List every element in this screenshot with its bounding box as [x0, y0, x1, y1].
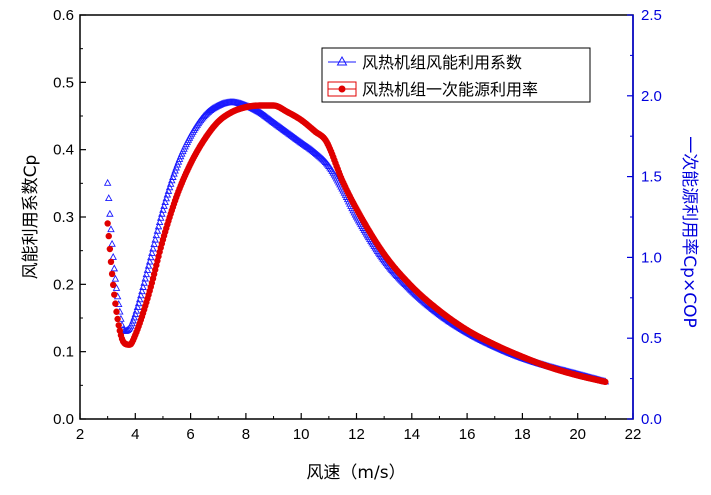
y2-tick-label: 1.0	[641, 249, 662, 266]
x-tick-label: 14	[403, 426, 420, 443]
data-point	[103, 178, 112, 186]
data-point	[132, 306, 141, 314]
data-point	[164, 186, 173, 194]
data-point	[150, 240, 158, 248]
data-point	[154, 222, 163, 230]
y-tick-label: 0.5	[53, 74, 74, 91]
data-point	[139, 283, 147, 290]
data-point	[109, 281, 117, 289]
legend-entry-primary: 风热机组一次能源利用率	[327, 80, 538, 99]
y-tick-label: 0.1	[53, 344, 74, 361]
data-point	[130, 313, 138, 321]
x-tick-label: 18	[514, 426, 531, 443]
data-point	[149, 244, 157, 252]
legend-entry-cp: 风热机组风能利用系数	[328, 53, 522, 72]
x-tick-label: 2	[76, 426, 84, 443]
y2-tick-labels: 0.0 0.5 1.0 1.5 2.0 2.5	[641, 7, 662, 428]
data-point	[133, 303, 142, 310]
data-point	[106, 209, 114, 217]
data-point	[168, 176, 176, 184]
y2-tick-label: 2.5	[641, 7, 662, 24]
data-point	[143, 266, 152, 273]
y-tick-label: 0.3	[53, 209, 74, 226]
data-point	[113, 308, 120, 315]
data-point	[160, 201, 168, 209]
data-point	[151, 235, 159, 243]
data-point	[135, 295, 144, 303]
data-point	[142, 270, 151, 278]
data-point	[153, 226, 162, 234]
x-tick-label: 6	[186, 426, 194, 443]
data-point	[131, 310, 140, 318]
y-tick-labels: 0.0 0.1 0.2 0.3 0.4 0.5 0.6	[53, 7, 74, 428]
data-point	[137, 291, 145, 299]
x-tick-labels: 2 4 6 8 10 12 14 16 18 20 22	[76, 426, 642, 443]
x-tick-label: 12	[348, 426, 365, 443]
x-tick-label: 22	[625, 426, 642, 443]
legend-box	[321, 47, 591, 103]
data-point	[112, 300, 119, 307]
data-point	[158, 209, 166, 217]
legend-label-cp: 风热机组风能利用系数	[362, 53, 522, 72]
y-axis-title: 风能利用系数Cp	[21, 155, 41, 280]
data-point	[134, 299, 143, 307]
data-point	[104, 194, 113, 202]
data-point	[110, 264, 119, 272]
data-point	[140, 278, 148, 286]
y2-tick-label: 0.0	[641, 411, 662, 428]
data-point	[152, 231, 161, 239]
data-point	[108, 270, 116, 278]
legend-marker-circle-icon	[338, 85, 346, 93]
data-point	[106, 245, 114, 253]
data-point	[105, 232, 112, 240]
data-point	[141, 274, 150, 282]
data-point	[165, 183, 174, 191]
data-point	[112, 283, 121, 291]
data-point	[111, 291, 118, 298]
data-point	[138, 287, 146, 295]
x-tick-label: 10	[293, 426, 310, 443]
data-point	[144, 261, 153, 269]
x-tick-label: 16	[459, 426, 476, 443]
data-point	[104, 220, 111, 227]
data-point	[145, 257, 154, 265]
y-tick-label: 0.0	[53, 411, 74, 428]
series-cp-points	[103, 98, 610, 385]
x-tick-label: 20	[569, 426, 586, 443]
y2-tick-label: 1.5	[641, 169, 662, 186]
data-point	[108, 239, 116, 247]
data-point	[166, 179, 175, 187]
y-tick-label: 0.4	[53, 142, 74, 159]
y2-tick-label: 0.5	[641, 330, 662, 347]
data-point	[147, 253, 155, 261]
data-point	[602, 378, 609, 386]
legend-marker-triangle-icon	[336, 55, 348, 66]
y2-tick-label: 2.0	[641, 88, 662, 105]
x-axis-title: 风速（m/s）	[306, 463, 405, 483]
series-primary-energy-points	[104, 102, 609, 386]
data-point	[155, 218, 164, 226]
data-point	[148, 248, 156, 256]
axis-ticks	[79, 14, 634, 420]
legend-label-primary: 风热机组一次能源利用率	[362, 80, 538, 99]
data-point	[162, 194, 171, 202]
data-point	[115, 322, 122, 329]
x-tick-label: 4	[131, 426, 139, 443]
data-point	[163, 190, 172, 198]
legend: 风热机组风能利用系数 风热机组一次能源利用率	[321, 47, 591, 103]
data-point	[161, 198, 169, 205]
data-point	[109, 252, 117, 260]
data-point	[107, 225, 115, 233]
data-point	[114, 315, 121, 323]
y-tick-label: 0.2	[53, 276, 74, 293]
data-point	[169, 173, 177, 180]
data-point	[107, 258, 115, 266]
data-point	[111, 274, 120, 282]
y-tick-label: 0.6	[53, 7, 74, 24]
data-point	[159, 205, 167, 213]
x-tick-label: 8	[242, 426, 250, 443]
y2-axis-title: 一次能源利用率Cp×COP	[679, 136, 699, 327]
data-point	[156, 213, 165, 221]
